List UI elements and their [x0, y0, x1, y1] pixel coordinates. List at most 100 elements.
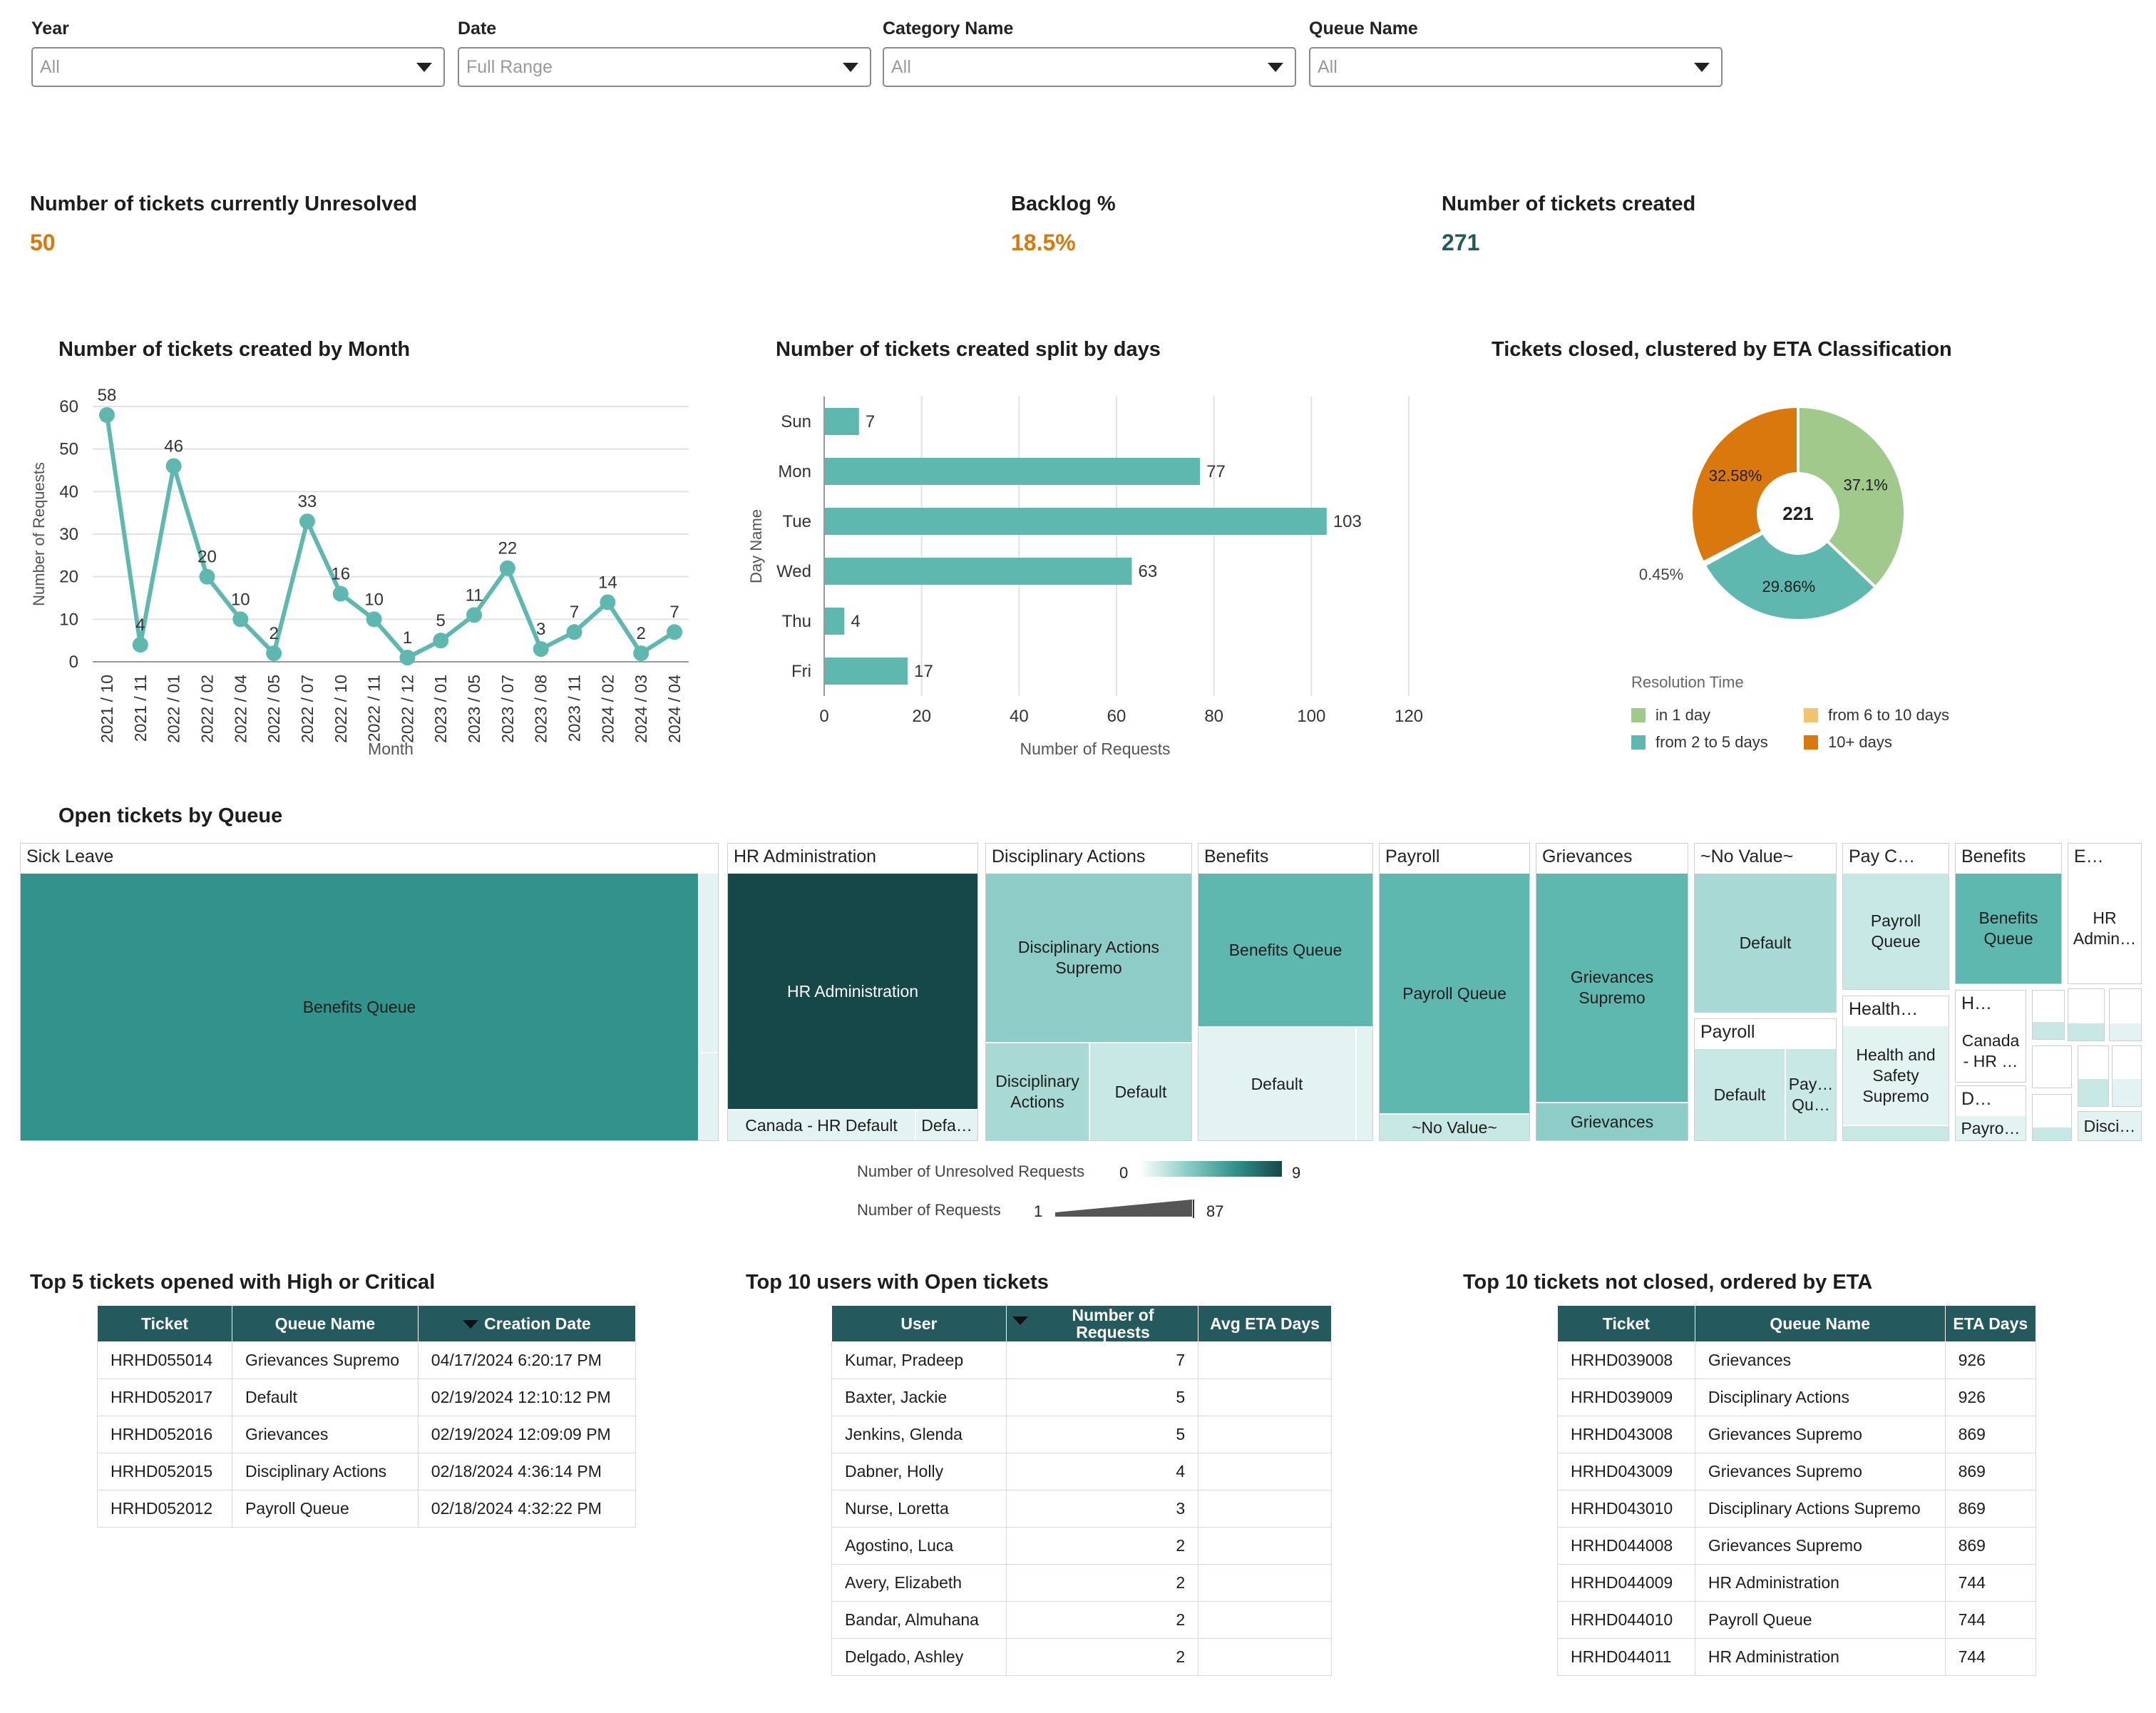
treemap-cell[interactable]: Disciplinary Actions Supremo — [986, 874, 1191, 1042]
treemap-cell[interactable]: Disciplinary Actions — [986, 1043, 1089, 1140]
data-point[interactable] — [566, 624, 582, 640]
data-point[interactable] — [99, 406, 115, 423]
treemap-group-hr-administration[interactable]: HR Administration HR Administration Cana… — [727, 843, 978, 1141]
legend-label-2-to-5-days[interactable]: from 2 to 5 days — [1655, 733, 1768, 751]
treemap-cell[interactable]: Grievances Supremo — [1536, 874, 1688, 1102]
treemap-cell-small[interactable] — [2113, 1079, 2141, 1106]
table-row[interactable]: HRHD052015 Disciplinary Actions 02/18/2024… — [96, 1453, 637, 1490]
treemap-group-no-value[interactable]: ~No Value~ Default — [1694, 843, 1837, 1013]
data-point[interactable] — [232, 611, 249, 628]
treemap-cell-small[interactable] — [699, 874, 718, 1052]
treemap-cell[interactable]: Default — [1695, 1049, 1785, 1140]
queue-filter-select[interactable]: All — [1309, 47, 1723, 87]
treemap-cell[interactable]: Defa… — [916, 1110, 977, 1140]
bar[interactable] — [825, 658, 908, 685]
treemap-group-sick-leave[interactable]: Sick Leave Benefits Queue — [20, 843, 719, 1141]
table-row[interactable]: Bandar, Almuhana 2 — [831, 1601, 1332, 1639]
date-filter-select[interactable]: Full Range — [458, 47, 871, 87]
treemap-cell[interactable]: Grievances — [1536, 1103, 1688, 1140]
treemap-tiny-tile[interactable]: Disci… — [2078, 1111, 2142, 1141]
bar[interactable] — [825, 558, 1132, 585]
legend-label-10-plus-days[interactable]: 10+ days — [1828, 733, 1892, 751]
pie-slice[interactable] — [1797, 404, 1906, 590]
data-point[interactable] — [366, 611, 382, 628]
table-row[interactable]: HRHD039009 Disciplinary Actions 926 — [1557, 1379, 2036, 1416]
data-point[interactable] — [332, 586, 349, 602]
column-header-user[interactable]: User — [831, 1305, 1007, 1342]
data-point[interactable] — [132, 637, 148, 653]
treemap-tiny-tile[interactable] — [2112, 1045, 2142, 1107]
treemap-cell[interactable]: Benefits Queue — [1956, 874, 2061, 983]
data-point[interactable] — [266, 645, 282, 662]
bar[interactable] — [825, 508, 1327, 535]
table-row[interactable]: HRHD044009 HR Administration 744 — [1557, 1564, 2036, 1602]
column-header-queue-name[interactable]: Queue Name — [1694, 1305, 1946, 1342]
treemap-group-pay-c[interactable]: Pay C… Payroll Queue — [1842, 843, 1949, 990]
treemap-cell-small[interactable] — [2033, 1127, 2071, 1140]
table-row[interactable]: Kumar, Pradeep 7 — [831, 1341, 1332, 1379]
table-row[interactable]: HRHD043009 Grievances Supremo 869 — [1557, 1453, 2036, 1490]
data-point[interactable] — [299, 513, 315, 530]
table-users-open-viewport[interactable]: User Number of Requests Avg ETA Days Kum… — [831, 1305, 1332, 1690]
treemap-cell[interactable]: HR Admin… — [2068, 874, 2141, 983]
treemap-cell[interactable]: Disci… — [2078, 1112, 2141, 1140]
treemap-cell[interactable]: Canada - HR … — [1956, 1021, 2026, 1082]
table-row[interactable]: HRHD052016 Grievances 02/19/2024 12:09:09 … — [96, 1416, 637, 1453]
table-row[interactable]: HRHD044011 HR Administration 744 — [1557, 1638, 2036, 1676]
treemap-group-disciplinary-actions[interactable]: Disciplinary Actions Disciplinary Action… — [985, 843, 1192, 1141]
treemap-cell-small[interactable] — [699, 1053, 718, 1140]
treemap-cell[interactable]: Payro… — [1956, 1116, 2026, 1140]
treemap-cell-small[interactable] — [2078, 1079, 2108, 1106]
treemap-group-benefits-2[interactable]: Benefits Benefits Queue — [1955, 843, 2062, 984]
column-header-eta-days[interactable]: ETA Days — [1944, 1305, 2036, 1342]
pie-slice[interactable] — [1702, 531, 1878, 622]
treemap-cell[interactable]: Benefits Queue — [21, 874, 698, 1140]
treemap-cell[interactable]: Benefits Queue — [1198, 874, 1372, 1026]
treemap-group-health[interactable]: Health… Health and Safety Supremo — [1842, 996, 1949, 1141]
treemap-cell[interactable]: Default — [1090, 1043, 1191, 1140]
table-not-closed-viewport[interactable]: Ticket Queue Name ETA Days HRHD039008 Gri… — [1557, 1305, 2036, 1690]
table-row[interactable]: Baxter, Jackie 5 — [831, 1379, 1332, 1416]
column-header-ticket[interactable]: Ticket — [1557, 1305, 1695, 1342]
treemap-cell[interactable]: Payroll Queue — [1380, 874, 1529, 1113]
treemap-group-h[interactable]: H… Canada - HR … — [1955, 990, 2026, 1083]
treemap-tiny-tile[interactable] — [2068, 988, 2105, 1041]
treemap-cell-small[interactable] — [2068, 1023, 2104, 1040]
column-header-queue-name[interactable]: Queue Name — [232, 1305, 419, 1342]
data-point[interactable] — [399, 650, 416, 666]
data-point[interactable] — [499, 560, 515, 576]
sort-descending-icon[interactable] — [1012, 1316, 1028, 1325]
treemap-cell[interactable]: Pay… Qu… — [1786, 1049, 1836, 1140]
treemap-cell-small[interactable] — [2033, 1022, 2064, 1039]
table-row[interactable]: Delgado, Ashley 2 — [831, 1638, 1332, 1676]
table-row[interactable]: HRHD052012 Payroll Queue 02/18/2024 4:32:2… — [96, 1490, 637, 1528]
table-row[interactable]: HRHD055014 Grievances Supremo 04/17/2024 6… — [96, 1341, 637, 1379]
table-row[interactable]: HRHD039008 Grievances 926 — [1557, 1341, 2036, 1379]
data-point[interactable] — [433, 633, 449, 649]
treemap-tiny-tile[interactable] — [2078, 1045, 2109, 1107]
treemap-group-d[interactable]: D… Payro… — [1955, 1085, 2026, 1141]
treemap-cell[interactable]: HR Administration — [728, 874, 977, 1109]
legend-label-6-to-10-days[interactable]: from 6 to 10 days — [1828, 706, 1949, 724]
treemap-tiny-tile[interactable] — [2032, 1045, 2072, 1088]
data-point[interactable] — [466, 607, 483, 623]
bar[interactable] — [825, 458, 1201, 485]
column-header-ticket[interactable]: Ticket — [96, 1305, 233, 1342]
data-point[interactable] — [667, 624, 682, 640]
column-header-creation-date[interactable]: Creation Date — [417, 1305, 637, 1342]
table-row[interactable]: Agostino, Luca 2 — [831, 1527, 1332, 1565]
table-row[interactable]: Jenkins, Glenda 5 — [831, 1416, 1332, 1453]
treemap-cell[interactable]: Default — [1695, 874, 1836, 1012]
table-row[interactable]: HRHD043008 Grievances Supremo 869 — [1557, 1416, 2036, 1453]
table-row[interactable]: Avery, Elizabeth 2 — [831, 1564, 1332, 1602]
treemap-group-grievances[interactable]: Grievances Grievances Supremo Grievances — [1536, 843, 1688, 1141]
treemap-cell[interactable]: Payroll Queue — [1843, 874, 1949, 989]
treemap-tiny-tile[interactable] — [2032, 990, 2065, 1040]
treemap-group-payroll[interactable]: Payroll Payroll Queue ~No Value~ — [1379, 843, 1530, 1141]
data-point[interactable] — [600, 594, 616, 610]
table-row[interactable]: HRHD043010 Disciplinary Actions Supremo 86… — [1557, 1490, 2036, 1528]
treemap-cell[interactable]: Health and Safety Supremo — [1843, 1026, 1949, 1125]
treemap-cell[interactable]: ~No Value~ — [1380, 1115, 1529, 1140]
treemap-cell-small[interactable] — [1843, 1126, 1949, 1140]
table-row[interactable]: HRHD044010 Payroll Queue 744 — [1557, 1601, 2036, 1639]
